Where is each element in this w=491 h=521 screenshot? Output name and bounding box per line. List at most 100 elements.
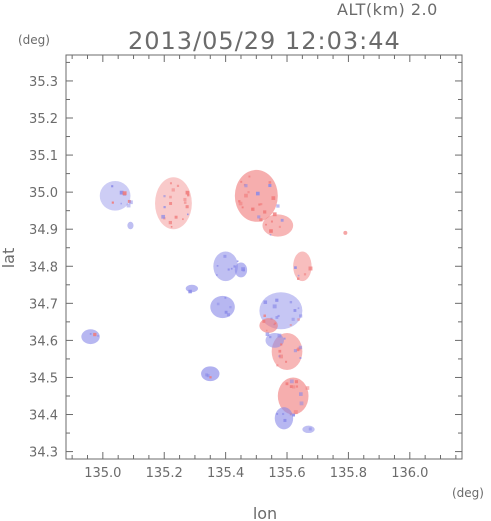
- region-speckle: [299, 314, 303, 318]
- x-axis-unit: (deg): [452, 486, 484, 500]
- region-east-mixed-upper-red: [259, 318, 278, 337]
- region-speckle: [259, 218, 263, 222]
- y-tick-label: 35.0: [29, 186, 58, 201]
- region-shape: [99, 181, 131, 211]
- region-shape: [234, 262, 248, 278]
- region-speckle: [275, 316, 279, 319]
- region-speckle: [170, 226, 173, 228]
- region-east-lower-blue: [274, 407, 295, 430]
- region-speckle: [289, 385, 293, 388]
- region-speckle: [274, 322, 277, 325]
- region-speckle: [291, 317, 295, 321]
- region-far-west-patch: [81, 329, 100, 345]
- region-speckle: [268, 183, 272, 188]
- region-speckle: [242, 269, 245, 272]
- region-speckle: [176, 184, 180, 187]
- region-speckle: [271, 196, 276, 200]
- region-speckle: [279, 354, 283, 359]
- region-speckle: [216, 302, 220, 306]
- axis-ticks: 135.0 135.2 135.4 135.6 135.8 136.0 34.3 34.4 34…: [29, 55, 462, 481]
- region-speckle: [216, 274, 218, 276]
- region-speckle: [163, 195, 166, 198]
- region-shape: [234, 169, 278, 222]
- x-tick-label: 135.4: [207, 466, 244, 481]
- region-shape: [262, 214, 294, 237]
- region-speckle: [120, 202, 123, 205]
- region-speckle: [265, 223, 267, 226]
- region-shape: [201, 366, 220, 382]
- region-speckle: [111, 201, 114, 204]
- y-tick-label: 35.3: [29, 75, 58, 90]
- region-speckle: [278, 349, 282, 353]
- region-central-blob: [213, 251, 239, 282]
- region-speckle: [182, 218, 184, 221]
- region-speckle: [308, 266, 313, 271]
- region-east-outer: [293, 251, 313, 282]
- plot-frame: [65, 54, 463, 460]
- y-tick-label: 34.4: [29, 409, 58, 424]
- y-tick-label: 34.9: [29, 223, 58, 238]
- region-speckle: [289, 324, 292, 327]
- region-speckle: [272, 304, 277, 309]
- region-speckle: [238, 200, 241, 203]
- region-speckle: [269, 229, 273, 233]
- region-speckle: [251, 208, 253, 210]
- region-speckle: [226, 313, 231, 317]
- region-speckle: [289, 379, 294, 384]
- region-speckle: [185, 190, 190, 195]
- region-speckle: [230, 267, 233, 270]
- region-north-centre-patch: [155, 177, 192, 230]
- region-speckle: [276, 204, 280, 208]
- region-east-mixed-lower: [277, 377, 310, 416]
- region-speckle: [248, 175, 251, 178]
- region-speckle: [293, 410, 298, 415]
- region-speckle: [187, 194, 190, 197]
- region-speckle: [97, 335, 99, 337]
- region-speckle: [292, 385, 296, 389]
- region-speckle: [293, 309, 297, 312]
- region-speckle: [258, 203, 261, 206]
- region-speckle: [247, 191, 250, 194]
- region-speckle: [275, 298, 279, 302]
- region-speckle: [169, 195, 172, 199]
- region-speckle: [269, 233, 272, 236]
- region-speckle: [272, 212, 277, 217]
- region-speckle: [298, 345, 303, 350]
- region-centre-south-patch: [210, 295, 235, 319]
- region-speckle: [298, 392, 303, 396]
- region-speckle: [294, 380, 299, 384]
- region-speckle: [280, 218, 284, 222]
- x-tick-label: 136.0: [391, 466, 428, 481]
- region-shape: [293, 251, 312, 282]
- region-speckle: [277, 314, 280, 318]
- region-speckle: [209, 376, 212, 379]
- y-tick-label: 35.1: [29, 149, 58, 164]
- region-speckle: [268, 181, 272, 184]
- region-speckle: [240, 180, 243, 183]
- region-speckle: [126, 203, 131, 208]
- x-tick-label: 135.6: [268, 466, 305, 481]
- data-regions: [81, 169, 348, 434]
- region-speckle: [297, 274, 300, 277]
- region-speckle: [299, 357, 302, 359]
- y-axis-label: lat: [0, 248, 18, 269]
- region-speckle: [89, 333, 92, 335]
- region-south-west-patch: [201, 366, 220, 382]
- region-shape: [274, 407, 294, 430]
- x-tick-label: 135.2: [146, 466, 183, 481]
- region-speckle: [263, 314, 266, 318]
- region-speckle: [233, 265, 236, 268]
- region-speckle: [216, 264, 219, 267]
- region-speckle: [244, 193, 248, 198]
- region-speckle: [119, 190, 124, 195]
- region-speckle: [169, 202, 173, 205]
- region-speckle: [282, 412, 285, 416]
- region-speckle: [205, 373, 209, 377]
- region-shape: [213, 251, 238, 282]
- region-shape: [210, 295, 235, 319]
- region-shape: [127, 221, 134, 230]
- region-speckle: [183, 201, 187, 204]
- region-south-tail: [302, 425, 315, 434]
- region-speckle: [255, 191, 260, 196]
- region-speckle: [278, 225, 281, 228]
